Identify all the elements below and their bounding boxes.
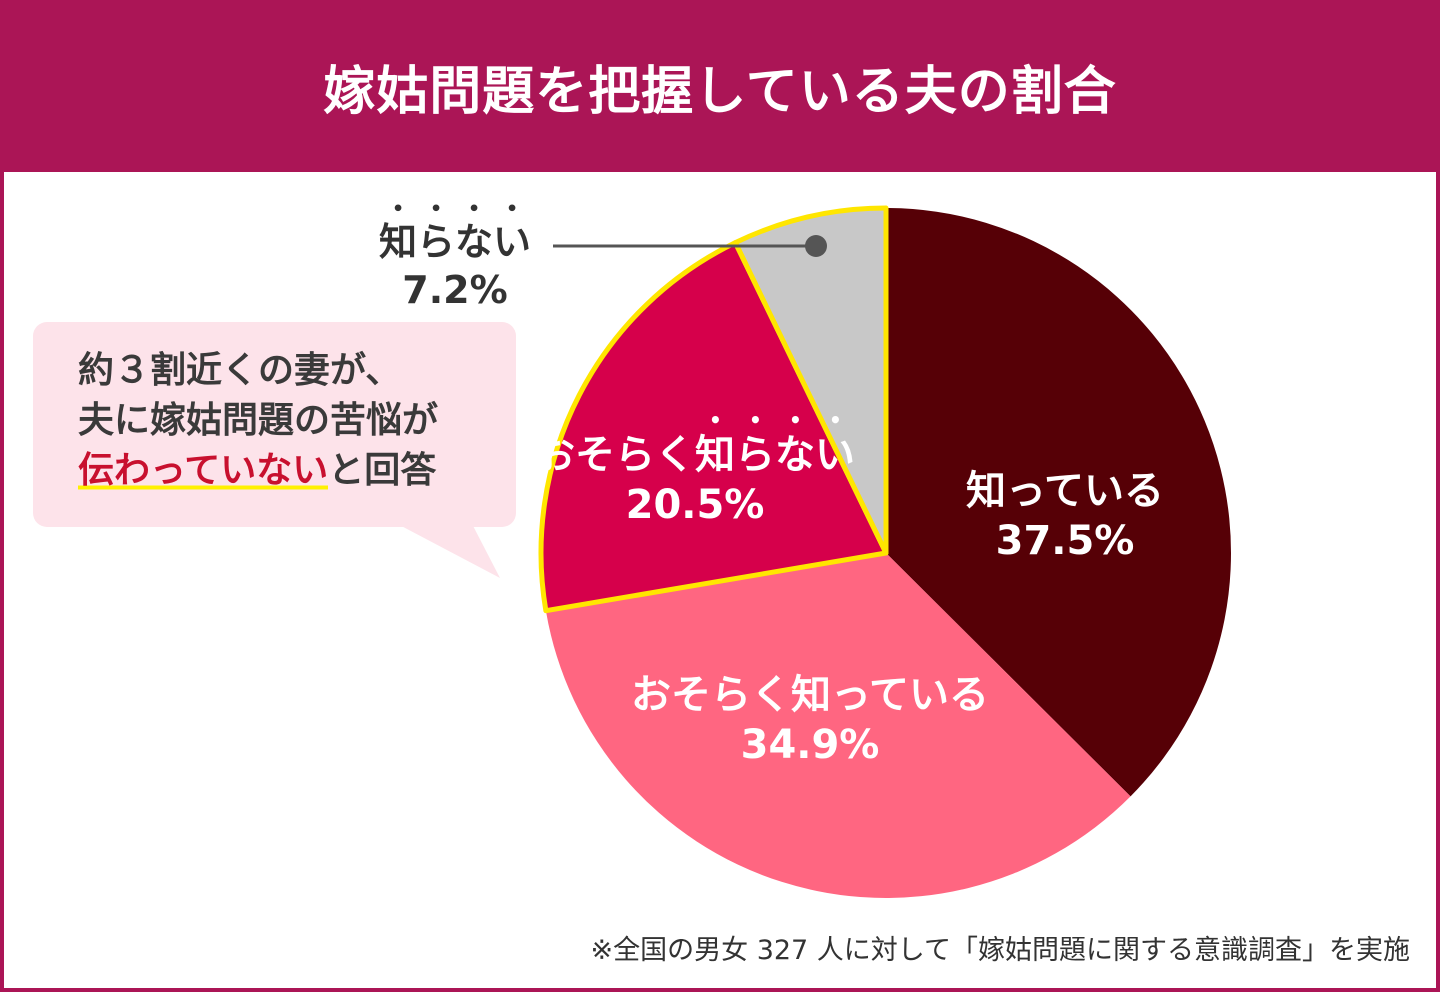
pie-slice-outline-3 bbox=[732, 205, 889, 556]
slice-value: 7.2% bbox=[402, 267, 508, 312]
slice-label-2: おそらく知らない 20.5% bbox=[520, 408, 870, 530]
pie-slice-0 bbox=[886, 208, 1232, 797]
slice-label-0: 知っている 37.5% bbox=[940, 466, 1190, 566]
callout-line-3-rest: と回答 bbox=[328, 450, 437, 491]
slice-label-text: おそらく知らない bbox=[520, 408, 870, 480]
slice-value: 34.9% bbox=[740, 722, 880, 768]
slice-value: 20.5% bbox=[625, 482, 765, 528]
label-emphasis: 知らない bbox=[695, 432, 855, 478]
pie-slice-1 bbox=[545, 553, 1131, 898]
leader-dot bbox=[805, 235, 827, 257]
chart-title: 嫁姑問題を把握している夫の割合 bbox=[323, 61, 1117, 122]
footnote: ※全国の男女 327 人に対して「嫁姑問題に関する意識調査」を実施 bbox=[590, 935, 1410, 966]
slice-label-text: 知っている bbox=[966, 468, 1164, 514]
callout-line-2: 夫に嫁姑問題の苦悩が bbox=[78, 400, 439, 441]
pie-slice-outline-2 bbox=[538, 240, 889, 614]
slice-label-text: 知らない bbox=[378, 220, 531, 264]
callout-line-3: 伝わっていないと回答 bbox=[78, 446, 438, 496]
callout-line-1: 約３割近くの妻が、 bbox=[78, 350, 402, 391]
label-prefix: おそらく bbox=[535, 432, 695, 478]
slice-value: 37.5% bbox=[995, 518, 1135, 564]
slice-label-text: おそらく知っている bbox=[631, 672, 989, 718]
header-bar: 嫁姑問題を把握している夫の割合 bbox=[0, 0, 1440, 172]
callout-highlight: 伝わっていない bbox=[78, 450, 329, 491]
callout-text: 約３割近くの妻が、 夫に嫁姑問題の苦悩が 伝わっていないと回答 bbox=[78, 346, 438, 496]
pie-slice-2 bbox=[541, 242, 886, 611]
slice-label-3: 知らない 7.2% bbox=[355, 198, 555, 314]
callout-bubble bbox=[33, 322, 516, 527]
pie-slice-3 bbox=[735, 208, 886, 553]
slice-label-1: おそらく知っている 34.9% bbox=[610, 670, 1010, 770]
